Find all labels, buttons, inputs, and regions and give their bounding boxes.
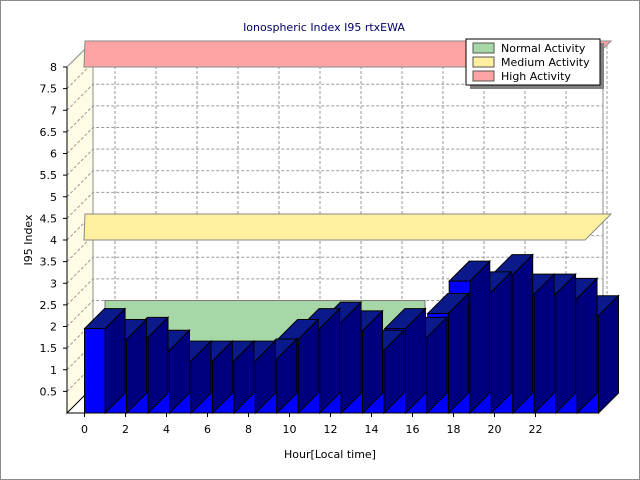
bar-side xyxy=(512,253,534,415)
y-tick-label: 2 xyxy=(50,321,57,334)
y-gridline xyxy=(66,105,603,133)
y-tick-label: 8 xyxy=(50,61,57,74)
y-gridline xyxy=(66,256,603,284)
x-tick-label: 10 xyxy=(283,423,297,436)
band-medium-activity xyxy=(83,213,613,241)
legend-swatch xyxy=(472,70,495,82)
x-tick-label: 2 xyxy=(122,423,129,436)
x-tick-label: 4 xyxy=(163,423,170,436)
y-tick-label: 2.5 xyxy=(40,299,58,312)
bar-side xyxy=(469,259,491,415)
x-tick-label: 0 xyxy=(81,423,88,436)
legend-swatch xyxy=(472,42,495,54)
y-tick-label: 0.5 xyxy=(40,385,58,398)
bar-front xyxy=(84,328,106,414)
y-tick-label: 4 xyxy=(50,234,57,247)
bar-side xyxy=(447,292,469,415)
y-tick-label: 4.5 xyxy=(40,212,58,225)
legend-label: High Activity xyxy=(501,70,571,83)
bar-side xyxy=(576,277,598,415)
legend-label: Normal Activity xyxy=(501,42,586,55)
x-tick-label: 18 xyxy=(447,423,461,436)
x-tick-label: 14 xyxy=(365,423,379,436)
y-tick-label: 6.5 xyxy=(40,126,58,139)
chart-title: Ionospheric Index I95 rtxEWA xyxy=(243,21,405,34)
bar xyxy=(83,307,127,415)
x-tick-label: 12 xyxy=(324,423,338,436)
y-tick-label: 6 xyxy=(50,148,57,161)
y-gridline xyxy=(66,300,603,327)
y-tick-label: 1.5 xyxy=(40,342,58,355)
bar-side xyxy=(555,272,577,415)
plot-area: 0.5 1 1.5 2 2.5 3 3.5 4 4.5 5 5.5 6 6.5 7 7.5 8 0 2 4 6 8 10 1… xyxy=(40,39,620,436)
x-tick-label: 6 xyxy=(204,423,211,436)
y-axis-label: I95 Index xyxy=(22,214,35,266)
y-gridline xyxy=(66,83,603,111)
y-gridline xyxy=(66,278,603,306)
y-gridline xyxy=(66,127,603,154)
y-tick-label: 5.5 xyxy=(40,169,58,182)
y-tick-label: 7.5 xyxy=(40,83,58,96)
x-tick-label: 8 xyxy=(245,423,252,436)
y-tick-label: 5 xyxy=(50,191,57,204)
legend-label: Medium Activity xyxy=(501,56,590,69)
y-gridline xyxy=(66,191,603,219)
y-tick-label: 1 xyxy=(50,364,57,377)
x-tick-label: 22 xyxy=(529,423,543,436)
y-gridline xyxy=(66,148,603,176)
bar-side xyxy=(490,270,512,415)
x-tick-label: 20 xyxy=(488,423,502,436)
y-tick-label: 7 xyxy=(50,104,57,117)
x-axis-label: Hour[Local time] xyxy=(284,448,376,461)
legend-swatch xyxy=(472,56,495,68)
x-tick-label: 16 xyxy=(406,423,420,436)
y-tick-label: 3.5 xyxy=(40,256,58,269)
y-gridline xyxy=(66,170,603,198)
bar-side xyxy=(533,272,555,415)
y-tick-label: 3 xyxy=(50,277,57,290)
